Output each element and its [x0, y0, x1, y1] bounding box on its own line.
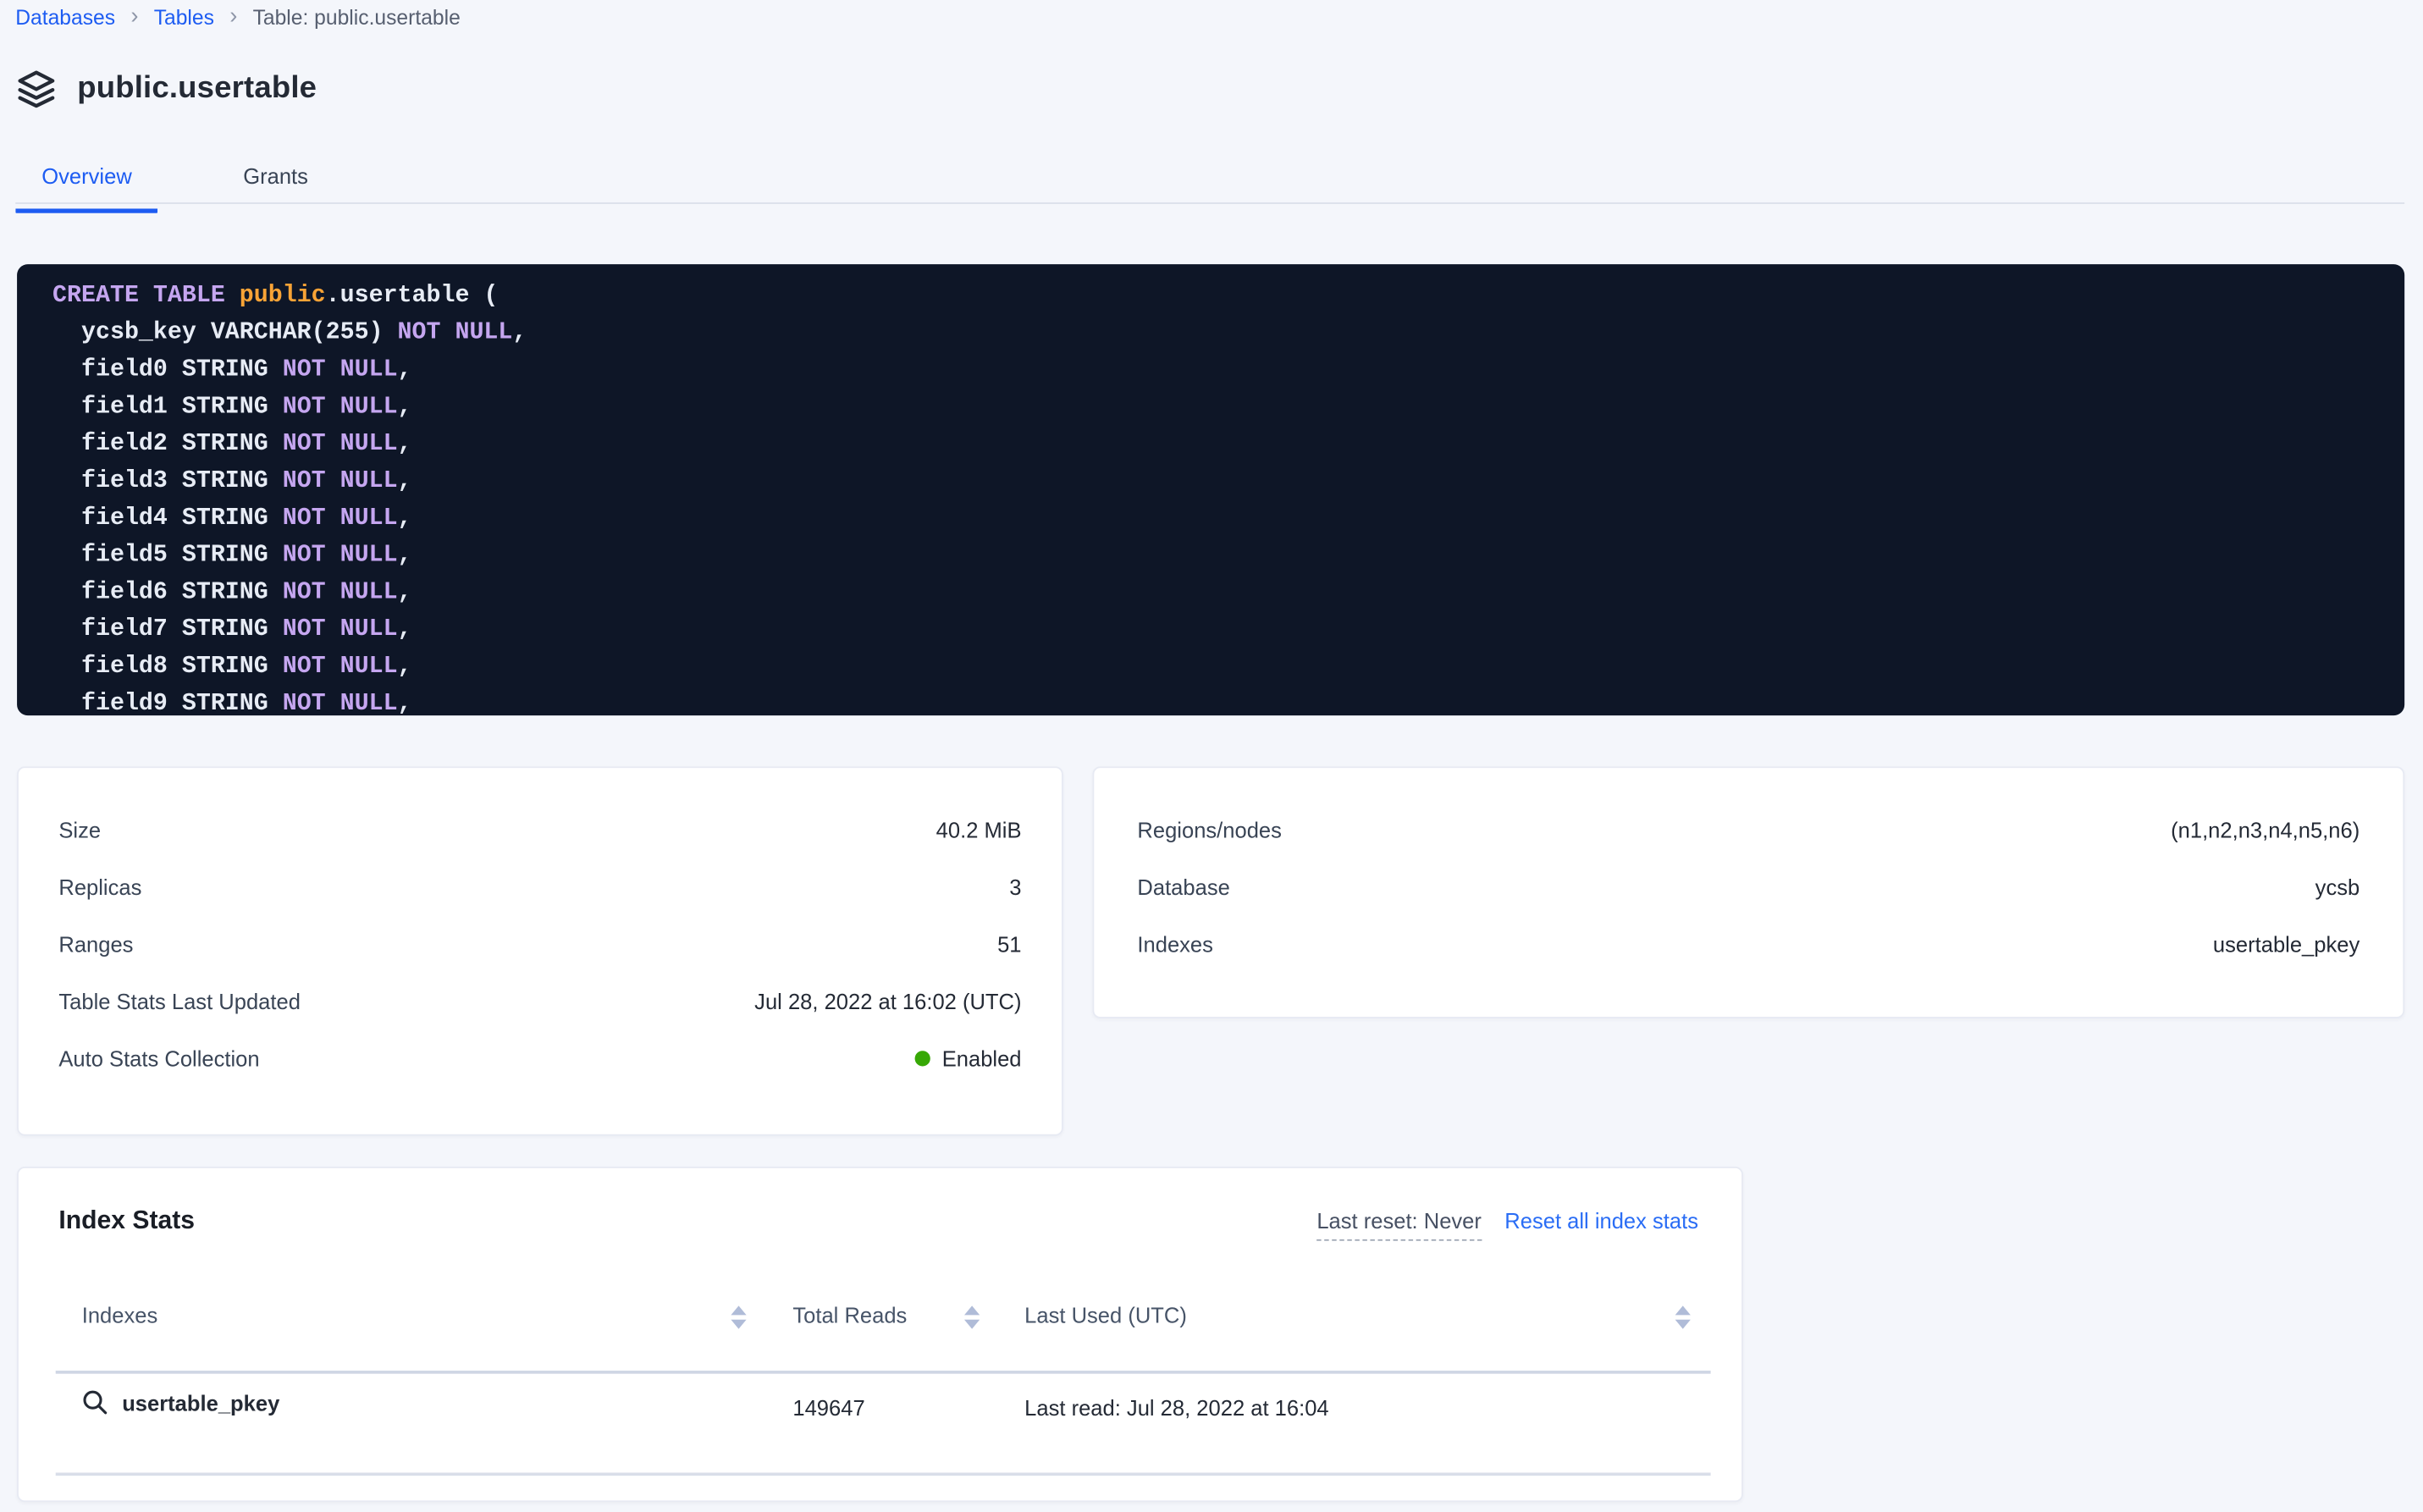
sort-icon[interactable] — [963, 1305, 980, 1329]
detail-value: 51 — [997, 930, 1022, 956]
tab-bar-divider — [15, 202, 2405, 204]
table-row-divider — [55, 1472, 1711, 1476]
sql-line: field1 STRING NOT NULL, — [52, 392, 412, 421]
breadcrumb-link-tables[interactable]: Tables — [153, 6, 214, 30]
detail-label: Database — [1137, 874, 1230, 899]
detail-row: Size 40.2 MiB — [58, 801, 1021, 858]
detail-label: Regions/nodes — [1137, 816, 1282, 842]
table-row: usertable_pkey 149647 Last read: Jul 28,… — [19, 1389, 1741, 1442]
breadcrumb: Databases › Tables › Table: public.usert… — [15, 3, 461, 30]
detail-row: Table Stats Last Updated Jul 28, 2022 at … — [58, 972, 1021, 1029]
chevron-right-icon: › — [130, 3, 139, 30]
last-reset-label[interactable]: Last reset: Never — [1316, 1208, 1482, 1241]
sort-icon[interactable] — [1675, 1305, 1691, 1329]
sql-code: CREATE TABLE public.usertable ( ycsb_key… — [52, 277, 2376, 715]
detail-value: Enabled — [913, 1046, 1022, 1070]
page-header: public.usertable — [15, 68, 317, 109]
detail-row: Auto Stats Collection Enabled — [58, 1029, 1021, 1087]
sql-line: field7 STRING NOT NULL, — [52, 615, 412, 643]
sql-line: field2 STRING NOT NULL, — [52, 429, 412, 458]
index-table-header: Indexes Total Reads Last Used (UTC) — [19, 1303, 1741, 1334]
table-meta-list: Regions/nodes (n1,n2,n3,n4,n5,n6) Database… — [1137, 801, 2360, 973]
detail-label: Indexes — [1137, 930, 1213, 956]
detail-row: Regions/nodes (n1,n2,n3,n4,n5,n6) — [1137, 801, 2360, 858]
detail-row: Database ycsb — [1137, 858, 2360, 915]
sql-line: field8 STRING NOT NULL, — [52, 652, 412, 681]
detail-label: Ranges — [58, 930, 134, 956]
tab-overview[interactable]: Overview — [15, 150, 158, 213]
breadcrumb-link-databases[interactable]: Databases — [15, 6, 116, 30]
index-stats-meta: Last reset: Never Reset all index stats — [1316, 1208, 1699, 1241]
sql-line: CREATE TABLE public.usertable ( — [52, 281, 499, 310]
detail-label: Table Stats Last Updated — [58, 988, 301, 1013]
detail-label: Auto Stats Collection — [58, 1045, 260, 1071]
create-table-sql-box: CREATE TABLE public.usertable ( ycsb_key… — [17, 264, 2405, 716]
sort-icon[interactable] — [731, 1305, 747, 1329]
tab-grants[interactable]: Grants — [243, 163, 308, 189]
sql-line: field3 STRING NOT NULL, — [52, 466, 412, 495]
detail-value: Jul 28, 2022 at 16:02 (UTC) — [754, 988, 1022, 1013]
sql-line: field9 STRING NOT NULL, — [52, 689, 412, 716]
table-header-divider — [55, 1371, 1711, 1373]
total-reads-value: 149647 — [792, 1395, 865, 1421]
table-stack-icon — [15, 68, 57, 109]
sql-line: field6 STRING NOT NULL, — [52, 577, 412, 606]
sql-line: ycsb_key VARCHAR(255) NOT NULL, — [52, 318, 527, 346]
sql-line: field0 STRING NOT NULL, — [52, 355, 412, 384]
detail-value: 3 — [1009, 874, 1022, 899]
detail-value: ycsb — [2315, 874, 2360, 899]
index-name: usertable_pkey — [122, 1389, 280, 1415]
index-stats-title: Index Stats — [58, 1206, 196, 1235]
page-title: public.usertable — [77, 70, 317, 106]
detail-row: Ranges 51 — [58, 915, 1021, 973]
column-header-total-reads[interactable]: Total Reads — [792, 1302, 908, 1327]
sql-line: field4 STRING NOT NULL, — [52, 504, 412, 532]
last-used-value: Last read: Jul 28, 2022 at 16:04 — [1024, 1395, 1329, 1421]
breadcrumb-current: Table: public.usertable — [252, 6, 461, 30]
detail-value: (n1,n2,n3,n4,n5,n6) — [2171, 816, 2360, 842]
detail-label: Replicas — [58, 874, 142, 899]
index-stats-card: Index Stats Last reset: Never Reset all … — [17, 1167, 1743, 1503]
detail-row: Replicas 3 — [58, 858, 1021, 915]
detail-label: Size — [58, 816, 102, 842]
detail-row: Indexes usertable_pkey — [1137, 915, 2360, 973]
column-header-last-used[interactable]: Last Used (UTC) — [1024, 1302, 1187, 1327]
index-name-link[interactable]: usertable_pkey — [82, 1389, 280, 1415]
table-details-list: Size 40.2 MiB Replicas 3 Ranges 51 Table Stats… — [58, 801, 1021, 1087]
table-details-card: Size 40.2 MiB Replicas 3 Ranges 51 Table Stats… — [17, 766, 1063, 1136]
table-meta-card: Regions/nodes (n1,n2,n3,n4,n5,n6) Database… — [1092, 766, 2405, 1018]
status-enabled-dot — [913, 1050, 930, 1066]
sql-line: field5 STRING NOT NULL, — [52, 540, 412, 569]
magnifier-icon — [82, 1389, 108, 1415]
reset-all-index-stats-link[interactable]: Reset all index stats — [1504, 1208, 1699, 1233]
tab-bar: Overview Grants — [15, 150, 334, 213]
chevron-right-icon: › — [229, 3, 238, 30]
column-header-indexes[interactable]: Indexes — [81, 1302, 158, 1327]
detail-value: usertable_pkey — [2212, 930, 2360, 956]
detail-value: 40.2 MiB — [936, 816, 1022, 842]
